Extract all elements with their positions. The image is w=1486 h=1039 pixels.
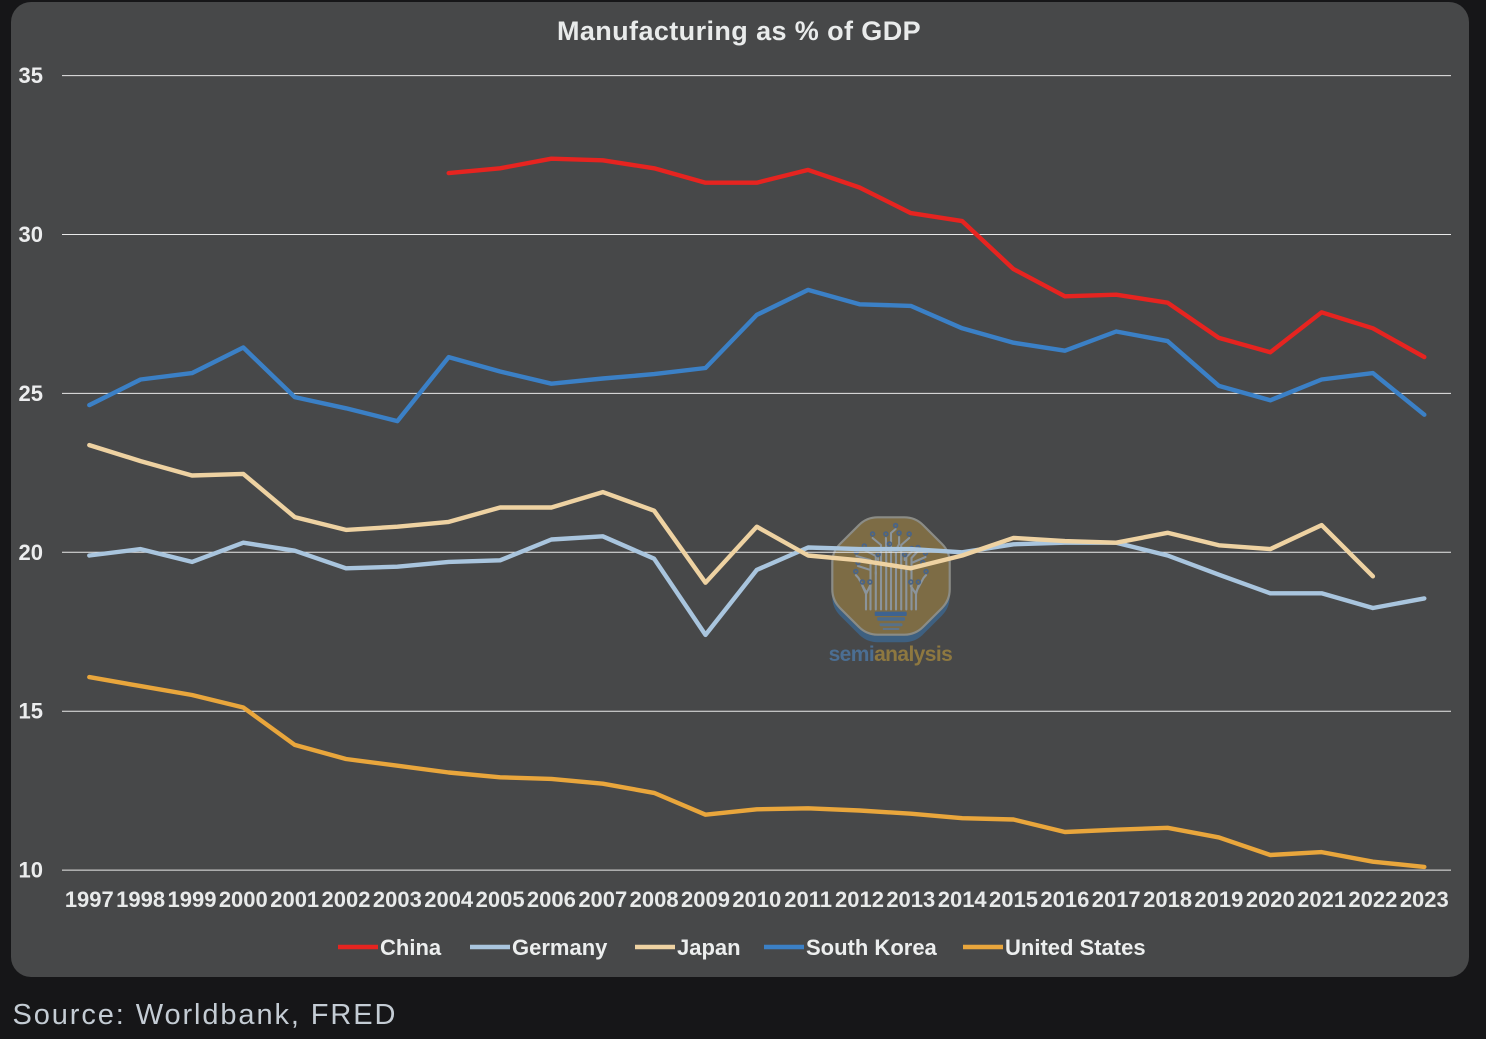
svg-text:1998: 1998 — [116, 887, 165, 912]
svg-text:2022: 2022 — [1348, 887, 1397, 912]
svg-text:2013: 2013 — [886, 887, 935, 912]
svg-text:1997: 1997 — [65, 887, 114, 912]
svg-text:2006: 2006 — [527, 887, 576, 912]
svg-text:30: 30 — [19, 222, 43, 247]
svg-text:2014: 2014 — [938, 887, 988, 912]
svg-text:China: China — [380, 935, 442, 960]
svg-text:2002: 2002 — [322, 887, 371, 912]
svg-text:2001: 2001 — [270, 887, 319, 912]
svg-text:Japan: Japan — [677, 935, 741, 960]
svg-text:2011: 2011 — [784, 887, 832, 912]
svg-text:Germany: Germany — [512, 935, 608, 960]
svg-text:United States: United States — [1005, 935, 1146, 960]
svg-text:semianalysis: semianalysis — [829, 643, 953, 666]
svg-text:2012: 2012 — [835, 887, 884, 912]
svg-text:2000: 2000 — [219, 887, 268, 912]
svg-text:2018: 2018 — [1143, 887, 1192, 912]
svg-text:2007: 2007 — [578, 887, 627, 912]
svg-text:2023: 2023 — [1400, 887, 1449, 912]
svg-text:35: 35 — [19, 63, 43, 88]
svg-text:2004: 2004 — [424, 887, 474, 912]
svg-text:20: 20 — [19, 540, 43, 565]
svg-text:2016: 2016 — [1040, 887, 1089, 912]
svg-text:2003: 2003 — [373, 887, 422, 912]
svg-text:2017: 2017 — [1092, 887, 1141, 912]
svg-text:2015: 2015 — [989, 887, 1038, 912]
svg-text:2020: 2020 — [1246, 887, 1295, 912]
svg-text:2009: 2009 — [681, 887, 730, 912]
svg-text:2008: 2008 — [630, 887, 679, 912]
svg-text:15: 15 — [19, 699, 43, 724]
svg-text:2019: 2019 — [1194, 887, 1243, 912]
svg-text:10: 10 — [19, 858, 43, 883]
svg-text:South Korea: South Korea — [806, 935, 938, 960]
svg-text:1999: 1999 — [168, 887, 217, 912]
svg-text:2010: 2010 — [732, 887, 781, 912]
svg-text:25: 25 — [19, 381, 43, 406]
svg-text:2005: 2005 — [476, 887, 525, 912]
svg-text:Manufacturing as % of GDP: Manufacturing as % of GDP — [557, 16, 921, 46]
svg-text:2021: 2021 — [1297, 887, 1346, 912]
